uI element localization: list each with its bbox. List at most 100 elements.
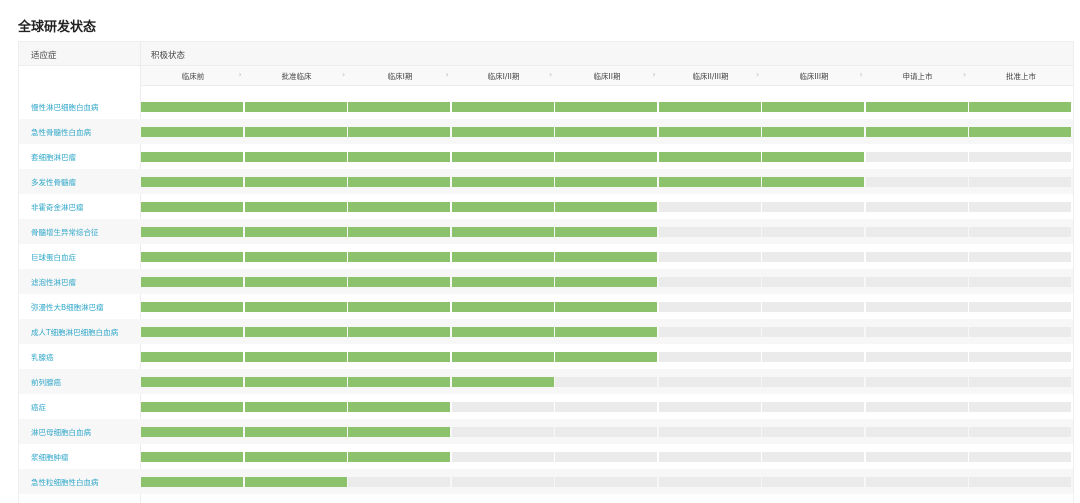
progress-segment (555, 377, 657, 387)
progress-segment (141, 127, 243, 137)
progress-segment (244, 427, 347, 437)
indication-link[interactable]: 成人T细胞淋巴细胞白血病 (31, 328, 119, 337)
table-row: 滤泡性淋巴瘤 (19, 269, 1073, 294)
progress-segment (451, 102, 554, 112)
progress-segment (555, 452, 657, 462)
progress-segment (141, 352, 243, 362)
stage-header: 申请上市 (902, 72, 933, 81)
progress-segment (658, 152, 761, 162)
indication-link[interactable]: 急性粒细胞性白血病 (31, 478, 99, 487)
indication-link[interactable]: 弥漫性大B细胞淋巴瘤 (31, 303, 104, 312)
pipeline-table: 适应症 积极状态 临床前 › 批准临床 › 临床I期 › 临床I/II期 › 临床II期 › 临床I… (18, 41, 1074, 503)
progress-segment (865, 127, 968, 137)
progress-segment (865, 427, 968, 437)
progress-segment (762, 352, 864, 362)
progress-segment (348, 327, 450, 337)
progress-segment (762, 277, 864, 287)
stage-header: 临床II期 (593, 72, 621, 81)
progress-segment (969, 127, 1071, 137)
progress-segment (348, 227, 450, 237)
indication-link[interactable]: 骨髓增生异常综合征 (31, 228, 99, 237)
progress-segment (969, 377, 1071, 387)
stage-header: 临床II/III期 (692, 72, 729, 81)
progress-segment (451, 227, 554, 237)
progress-segment (555, 102, 657, 112)
progress-segment (969, 202, 1071, 212)
progress-segment (555, 402, 657, 412)
progress-segment (141, 152, 243, 162)
progress-segment (658, 327, 761, 337)
progress-segment (865, 202, 968, 212)
chevron-right-icon: › (445, 70, 449, 79)
indication-link[interactable]: 多发性骨髓瘤 (31, 178, 76, 187)
progress-segment (865, 452, 968, 462)
indication-link[interactable]: 癌症 (31, 403, 46, 412)
progress-segment (762, 477, 864, 487)
table-row: 骨髓增生异常综合征 (19, 219, 1073, 244)
indication-link[interactable]: 浆细胞肿瘤 (31, 453, 69, 462)
progress-segment (244, 352, 347, 362)
indication-link[interactable]: 前列腺癌 (31, 378, 61, 387)
progress-segment (244, 127, 347, 137)
progress-segment (141, 377, 243, 387)
table-row: 前列腺癌 (19, 369, 1073, 394)
progress-segment (865, 402, 968, 412)
table-row: 乳腺癌 (19, 344, 1073, 369)
progress-segment (244, 327, 347, 337)
progress-segment (658, 127, 761, 137)
progress-segment (451, 377, 554, 387)
progress-segment (969, 227, 1071, 237)
progress-segment (348, 477, 450, 487)
stage-header: 临床III期 (799, 72, 829, 81)
table-header: 适应症 积极状态 (19, 42, 1073, 66)
progress-segment (658, 202, 761, 212)
progress-segment (865, 302, 968, 312)
progress-segment (658, 177, 761, 187)
indication-link[interactable]: 急性骨髓性白血病 (31, 128, 91, 137)
progress-segment (865, 227, 968, 237)
progress-segment (969, 352, 1071, 362)
progress-segment (451, 452, 554, 462)
indication-link[interactable]: 淋巴母细胞白血病 (31, 428, 91, 437)
progress-segment (865, 327, 968, 337)
indication-column-header: 适应症 (31, 51, 57, 61)
progress-segment (451, 252, 554, 262)
progress-segment (348, 427, 450, 437)
progress-segment (141, 252, 243, 262)
chevron-right-icon: › (342, 70, 346, 79)
table-row: 淋巴母细胞白血病 (19, 419, 1073, 444)
progress-segment (762, 127, 864, 137)
progress-segment (555, 177, 657, 187)
indication-link[interactable]: 滤泡性淋巴瘤 (31, 278, 76, 287)
progress-segment (658, 302, 761, 312)
indication-link[interactable]: 巨球蛋白血症 (31, 253, 76, 262)
progress-segment (658, 227, 761, 237)
progress-segment (555, 477, 657, 487)
progress-segment (762, 302, 864, 312)
stage-header: 临床I期 (387, 72, 413, 81)
progress-segment (865, 152, 968, 162)
progress-segment (451, 352, 554, 362)
indication-link[interactable]: 乳腺癌 (31, 353, 54, 362)
progress-segment (555, 202, 657, 212)
progress-segment (451, 152, 554, 162)
progress-segment (865, 177, 968, 187)
progress-segment (348, 377, 450, 387)
table-row: 巨球蛋白血症 (19, 244, 1073, 269)
progress-segment (244, 227, 347, 237)
indication-link[interactable]: 套细胞淋巴瘤 (31, 153, 76, 162)
progress-segment (555, 427, 657, 437)
progress-segment (762, 327, 864, 337)
progress-segment (865, 352, 968, 362)
progress-segment (348, 302, 450, 312)
progress-segment (865, 252, 968, 262)
indication-link[interactable]: 慢性淋巴细胞白血病 (31, 103, 99, 112)
progress-segment (141, 202, 243, 212)
progress-segment (865, 102, 968, 112)
indication-link[interactable]: 非霍奇金淋巴瘤 (31, 203, 84, 212)
table-row: 套细胞淋巴瘤 (19, 144, 1073, 169)
progress-segment (865, 477, 968, 487)
progress-segment (762, 377, 864, 387)
progress-segment (969, 452, 1071, 462)
progress-segment (348, 402, 450, 412)
